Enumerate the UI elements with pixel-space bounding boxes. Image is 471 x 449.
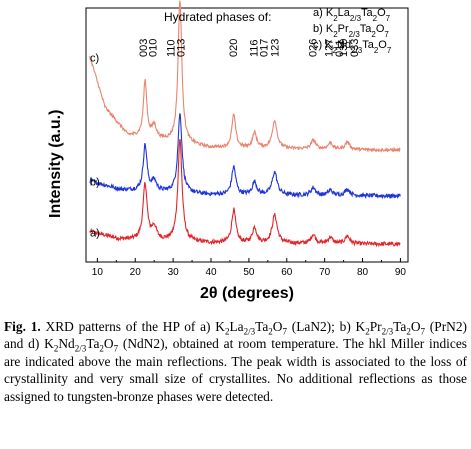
x-axis-label: 2θ (degrees)	[200, 285, 294, 302]
x-tick-label: 80	[357, 267, 369, 278]
x-tick-label: 50	[243, 267, 255, 278]
x-tick-label: 40	[205, 267, 217, 278]
x-axis: 10 20 30 40 50 60 70 80 90	[92, 258, 407, 278]
miller-index-label: 116	[248, 39, 260, 57]
legend-entry-b: b) K2Pr2/3Ta2O7	[313, 23, 389, 39]
x-tick-label: 60	[281, 267, 293, 278]
x-tick-label: 90	[395, 267, 407, 278]
figure-caption: Fig. 1. XRD patterns of the HP of a) K2L…	[4, 318, 467, 405]
plot-border	[85, 7, 409, 263]
legend-entry-c: c) K2Nd2/3Ta2O7	[313, 39, 392, 55]
plot-frame	[85, 7, 409, 263]
miller-index-label: 127	[323, 39, 335, 57]
x-tick-label: 10	[92, 267, 104, 278]
x-tick-label: 70	[319, 267, 331, 278]
y-axis-label: Intensity (a.u.)	[47, 110, 64, 218]
legend-title: Hydrated phases of:	[164, 10, 271, 24]
x-tick-label: 30	[168, 267, 180, 278]
x-tick-label: 20	[130, 267, 142, 278]
series-label-a: a)	[90, 228, 100, 240]
legend-entry-a: a) K2La2/3Ta2O7	[313, 7, 391, 23]
miller-index-label: 010	[148, 39, 160, 57]
series-line-c	[89, 0, 401, 153]
miller-index-label: 011	[334, 39, 346, 57]
caption-text: XRD patterns of the HP of a) K2La2/3Ta2O…	[4, 319, 467, 404]
miller-index-label: 017	[258, 39, 270, 57]
miller-index-label: 013	[176, 39, 188, 57]
series-line-a	[89, 138, 401, 248]
miller-index-label: 033	[349, 39, 361, 57]
series-label-c: c)	[90, 52, 99, 64]
caption-label: Fig. 1.	[4, 319, 41, 334]
miller-index-label: 026	[308, 39, 320, 57]
miller-index-label: 130	[338, 39, 350, 57]
series-line-b	[89, 113, 401, 200]
miller-index-label: 020	[228, 39, 240, 57]
series-label-b: b)	[90, 177, 100, 189]
miller-index-label: 123	[270, 39, 282, 57]
miller-index-label: 003	[138, 39, 150, 57]
miller-index-label: 110	[165, 39, 177, 57]
series-group: a) b) c)	[89, 0, 401, 248]
